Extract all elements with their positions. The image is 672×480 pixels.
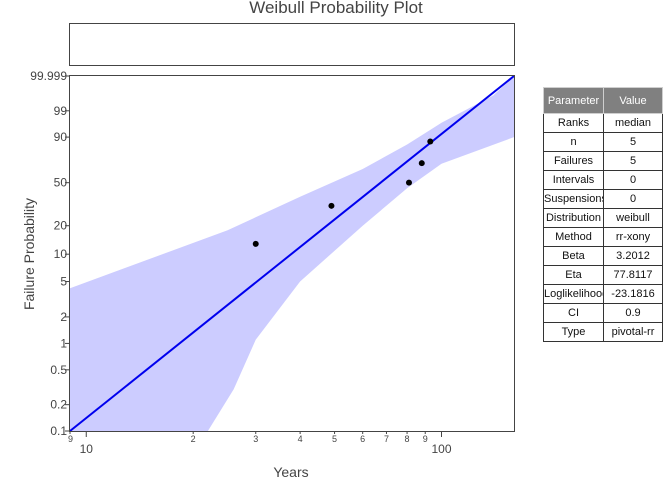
param-value: 0 bbox=[603, 170, 663, 190]
param-value: 3.2012 bbox=[603, 246, 663, 266]
data-point bbox=[427, 138, 434, 145]
x-minor-tick-label: 7 bbox=[384, 434, 389, 444]
x-minor-tick-label: 9 bbox=[68, 434, 73, 444]
y-tick-label: 99.999 bbox=[30, 69, 67, 83]
table-row: Ranks median bbox=[543, 113, 663, 133]
data-point bbox=[328, 202, 335, 209]
param-value: -23.1816 bbox=[603, 284, 663, 304]
y-tick-label: 10 bbox=[54, 247, 68, 261]
table-row: Intervals 0 bbox=[543, 170, 663, 190]
table-header-row: Parameter Value bbox=[543, 87, 663, 114]
data-point bbox=[405, 179, 412, 186]
x-minor-tick-label: 3 bbox=[253, 434, 258, 444]
param-name: Distribution bbox=[543, 208, 604, 228]
table-row: Distribution weibull bbox=[543, 208, 663, 228]
table-row: Type pivotal-rr bbox=[543, 322, 663, 342]
plot-frame bbox=[69, 75, 515, 432]
x-minor-tick-label: 8 bbox=[405, 434, 410, 444]
param-value: 77.8117 bbox=[603, 265, 663, 285]
y-tick-label: 0.1 bbox=[50, 424, 67, 438]
param-value: pivotal-rr bbox=[603, 322, 663, 342]
param-value: 0.9 bbox=[603, 303, 663, 323]
param-name: Eta bbox=[543, 265, 604, 285]
table-row: Eta 77.8117 bbox=[543, 265, 663, 285]
header-value: Value bbox=[603, 87, 663, 114]
x-axis-title: Years bbox=[273, 464, 308, 480]
table-row: CI 0.9 bbox=[543, 303, 663, 323]
data-point bbox=[418, 160, 425, 167]
y-tick-label: 5 bbox=[60, 275, 67, 289]
legend-box bbox=[69, 23, 515, 66]
x-minor-tick-label: 4 bbox=[298, 434, 303, 444]
x-minor-tick-label: 9 bbox=[423, 434, 428, 444]
y-tick-label: 0.5 bbox=[50, 363, 67, 377]
chart-title: Weibull Probability Plot bbox=[249, 0, 423, 17]
x-major-tick-label: 10 bbox=[80, 442, 94, 456]
x-minor-tick-label: 2 bbox=[191, 434, 196, 444]
param-value: rr-xony bbox=[603, 227, 663, 247]
param-value: 5 bbox=[603, 151, 663, 171]
table-row: Loglikelihood -23.1816 bbox=[543, 284, 663, 304]
param-value: median bbox=[603, 113, 663, 133]
data-point bbox=[252, 240, 259, 247]
param-name: Method bbox=[543, 227, 604, 247]
param-name: Loglikelihood bbox=[543, 284, 604, 304]
table-row: Failures 5 bbox=[543, 151, 663, 171]
param-name: n bbox=[543, 132, 604, 152]
table-row: Beta 3.2012 bbox=[543, 246, 663, 266]
table-row: Suspensions 0 bbox=[543, 189, 663, 209]
x-minor-tick-label: 6 bbox=[360, 434, 365, 444]
x-minor-tick-label: 5 bbox=[332, 434, 337, 444]
header-parameter: Parameter bbox=[543, 87, 604, 114]
param-value: 0 bbox=[603, 189, 663, 209]
x-major-tick-label: 100 bbox=[431, 442, 451, 456]
y-tick-label: 0.2 bbox=[50, 398, 67, 412]
y-tick-label: 20 bbox=[54, 219, 68, 233]
param-name: Suspensions bbox=[543, 189, 604, 209]
fit-line bbox=[69, 75, 515, 432]
param-value: 5 bbox=[603, 132, 663, 152]
param-name: Intervals bbox=[543, 170, 604, 190]
param-name: Type bbox=[543, 322, 604, 342]
param-name: Failures bbox=[543, 151, 604, 171]
y-tick-label: 2 bbox=[60, 310, 67, 324]
param-value: weibull bbox=[603, 208, 663, 228]
y-axis-title: Failure Probability bbox=[21, 198, 37, 310]
param-name: Beta bbox=[543, 246, 604, 266]
param-name: CI bbox=[543, 303, 604, 323]
y-tick-label: 1 bbox=[60, 336, 67, 350]
table-row: Method rr-xony bbox=[543, 227, 663, 247]
y-tick-label: 99 bbox=[54, 104, 68, 118]
y-tick-label: 90 bbox=[54, 130, 68, 144]
param-name: Ranks bbox=[543, 113, 604, 133]
y-tick-label: 50 bbox=[54, 176, 68, 190]
